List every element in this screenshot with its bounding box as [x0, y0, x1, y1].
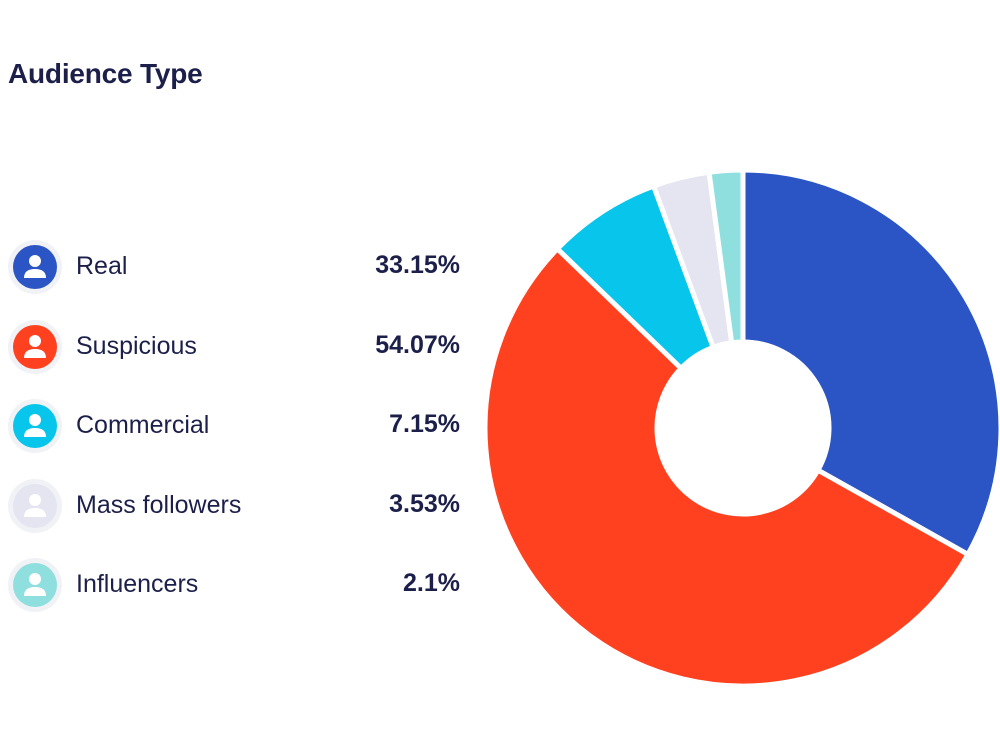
chart-legend: Real 33.15% Suspicious 54.07% Commercial… [8, 240, 460, 638]
legend-item-suspicious: Suspicious 54.07% [8, 319, 460, 374]
user-icon [8, 319, 62, 374]
legend-label-commercial: Commercial [76, 411, 210, 439]
user-icon [8, 478, 62, 533]
legend-label-suspicious: Suspicious [76, 331, 197, 360]
legend-value-commercial: 7.15% [389, 410, 460, 438]
legend-value-real: 33.15% [375, 251, 460, 279]
donut-slice-real [740, 167, 1000, 557]
legend-value-suspicious: 54.07% [375, 330, 460, 359]
chart-title: Audience Type [8, 58, 203, 89]
user-icon [8, 399, 62, 453]
legend-label-influencers: Influencers [76, 570, 199, 598]
donut-chart [482, 167, 1000, 689]
legend-value-influencers: 2.1% [403, 569, 460, 597]
donut-slice-influencers [706, 167, 746, 346]
legend-label-mass-followers: Mass followers [76, 490, 242, 519]
legend-item-mass-followers: Mass followers 3.53% [8, 478, 460, 533]
legend-item-real: Real 33.15% [8, 240, 460, 294]
donut-slice-suspicious [482, 246, 971, 689]
user-icon [8, 240, 62, 294]
legend-label-real: Real [76, 252, 128, 280]
legend-value-mass-followers: 3.53% [389, 489, 460, 518]
legend-item-influencers: Influencers 2.1% [8, 558, 460, 612]
legend-item-commercial: Commercial 7.15% [8, 399, 460, 453]
user-icon [8, 558, 62, 612]
